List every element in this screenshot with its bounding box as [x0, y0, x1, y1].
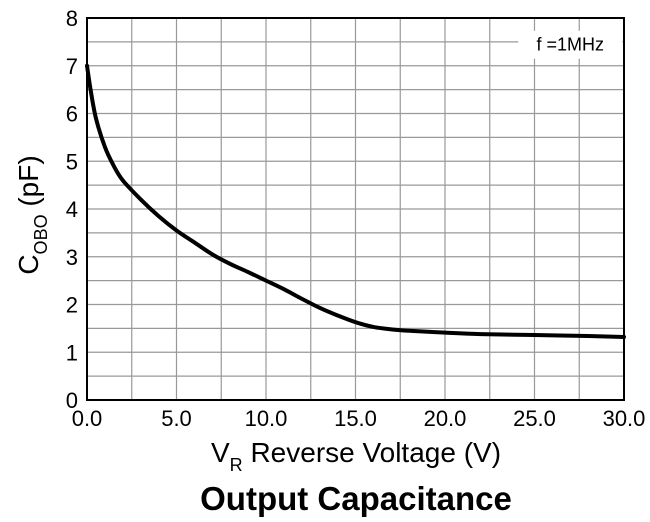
plot-frame: [86, 17, 625, 401]
y-tick-label: 2: [66, 293, 78, 318]
x-tick-label: 20.0: [424, 406, 467, 431]
frequency-annotation: f =1MHz: [518, 30, 623, 59]
y-tick-label: 8: [66, 6, 78, 31]
plot-area: [85, 63, 626, 339]
x-tick-label: 25.0: [513, 406, 556, 431]
y-axis-label: COBO (pF): [13, 155, 51, 274]
y-tick-label: 1: [66, 340, 78, 365]
x-axis-label-main: V: [211, 437, 230, 468]
y-tick-label: 0: [66, 388, 78, 413]
x-axis-label-sub: R: [230, 455, 243, 475]
y-tick-labels: 0 1 2 3 4 5 6 7 8: [66, 6, 78, 413]
y-tick-label: 3: [66, 245, 78, 270]
x-tick-label: 30.0: [603, 406, 646, 431]
x-tick-label: 10.0: [245, 406, 288, 431]
chart-title: Output Capacitance: [200, 480, 512, 517]
x-tick-label: 15.0: [334, 406, 377, 431]
annotation-label: f =1MHz: [537, 35, 605, 55]
y-axis-label-main: C: [13, 254, 44, 274]
annotation-box: [518, 30, 623, 59]
y-axis-label-sub: OBO: [31, 214, 51, 254]
y-tick-label: 7: [66, 54, 78, 79]
x-tick-labels: 0.0 5.0 10.0 15.0 20.0 25.0 30.0: [72, 406, 646, 431]
x-axis-label-rest: Reverse Voltage (V): [243, 437, 501, 468]
x-axis-label: VR Reverse Voltage (V): [211, 437, 501, 475]
x-tick-label: 5.0: [161, 406, 192, 431]
y-axis-label-rest: (pF): [13, 155, 44, 214]
capacitance-curve: [85, 63, 626, 339]
y-tick-label: 4: [66, 197, 78, 222]
y-tick-label: 5: [66, 149, 78, 174]
x-tick-label: 0.0: [72, 406, 103, 431]
chart-grid: [87, 18, 624, 400]
y-tick-label: 6: [66, 102, 78, 127]
